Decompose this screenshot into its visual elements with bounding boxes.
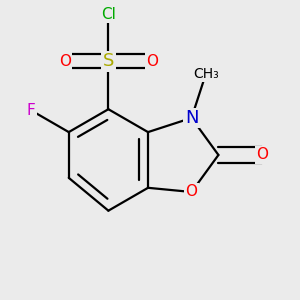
Text: F: F — [27, 103, 35, 118]
Text: O: O — [256, 148, 268, 163]
Text: Cl: Cl — [101, 7, 116, 22]
Text: O: O — [185, 184, 197, 200]
Text: S: S — [103, 52, 114, 70]
Text: O: O — [146, 54, 158, 69]
Text: O: O — [59, 54, 71, 69]
Text: CH₃: CH₃ — [193, 68, 218, 81]
Text: N: N — [185, 109, 198, 127]
